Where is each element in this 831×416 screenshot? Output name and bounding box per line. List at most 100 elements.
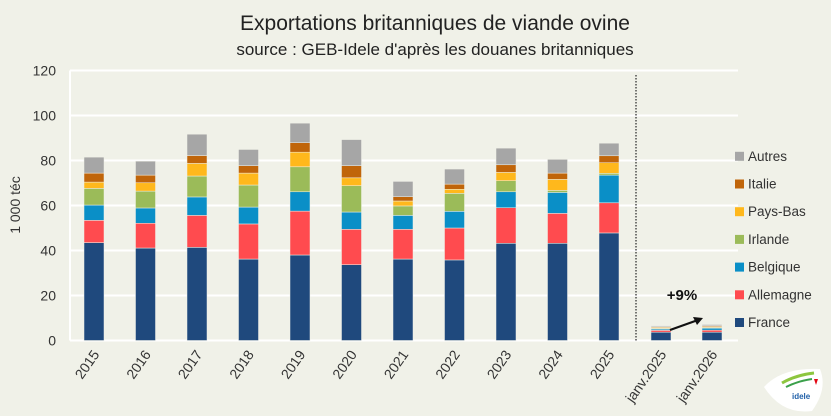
bar-segment-autres-2024 xyxy=(547,159,568,174)
chart-title: Exportations britanniques de viande ovin… xyxy=(240,12,630,35)
bar-segment-autres-janv.2026 xyxy=(701,324,723,326)
bar-segment-italie-2023 xyxy=(495,164,517,173)
bar-segment-pays-bas-2015 xyxy=(83,181,105,189)
bar-segment-france-2016 xyxy=(135,247,156,341)
x-tick-label: 2020 xyxy=(329,347,360,382)
bar-segment-belgique-2019 xyxy=(289,191,311,212)
bar-segment-pays-bas-2020 xyxy=(341,177,362,186)
bar-segment-belgique-2016 xyxy=(135,207,156,224)
bar-segment-belgique-2017 xyxy=(186,196,208,216)
bar-segment-autres-2016 xyxy=(135,160,156,176)
bar-segment-italie-2019 xyxy=(289,142,311,153)
bar-segment-france-2020 xyxy=(341,264,362,341)
bar-segment-allemagne-2016 xyxy=(135,223,156,249)
bar-segment-pays-bas-2022 xyxy=(444,189,465,194)
bar-segment-autres-2017 xyxy=(186,133,208,156)
legend-item-france: France xyxy=(735,315,790,330)
y-tick-label: 80 xyxy=(40,153,56,169)
arrow-head-icon xyxy=(693,317,703,325)
bar-segment-autres-2020 xyxy=(341,139,362,166)
bar-segment-france-2015 xyxy=(83,242,105,341)
bar-segment-pays-bas-2018 xyxy=(238,172,259,186)
bar-segment-autres-janv.2025 xyxy=(650,325,672,328)
legend-label: Italie xyxy=(748,177,777,192)
bar-segment-allemagne-2021 xyxy=(392,229,414,260)
bar-segment-italie-2018 xyxy=(238,165,259,174)
bar-segment-france-janv.2026 xyxy=(701,331,723,341)
x-tick-label: 2016 xyxy=(123,347,154,382)
legend-label: Allemagne xyxy=(748,287,812,302)
x-tick-label: 2015 xyxy=(71,347,102,382)
bar-segment-pays-bas-2016 xyxy=(135,182,156,192)
bar-segment-allemagne-2020 xyxy=(341,229,362,265)
bar-segment-france-2025 xyxy=(598,232,620,341)
idele-logo: idele xyxy=(764,368,823,412)
legend-item-italie: Italie xyxy=(735,177,777,192)
growth-label: +9% xyxy=(667,287,697,304)
legend-swatch xyxy=(735,318,744,327)
legend-item-irlande: Irlande xyxy=(735,232,789,247)
legend-item-belgique: Belgique xyxy=(735,260,801,275)
legend-swatch xyxy=(735,151,744,161)
bar-segment-autres-2022 xyxy=(444,168,465,185)
legend-swatch xyxy=(735,262,744,272)
legend-label: Irlande xyxy=(748,232,789,247)
y-tick-label: 60 xyxy=(40,198,56,214)
growth-arrow xyxy=(669,318,699,332)
legend-item-allemagne: Allemagne xyxy=(735,287,812,302)
bar-segment-autres-2021 xyxy=(392,181,414,197)
bar-segment-allemagne-2024 xyxy=(547,213,568,244)
bar-segment-allemagne-2017 xyxy=(186,215,208,248)
x-tick-label: 2023 xyxy=(483,347,514,382)
bar-segment-irlande-2017 xyxy=(186,175,208,198)
bar-segment-irlande-2021 xyxy=(392,205,414,216)
legend-label: Pays-Bas xyxy=(748,204,806,219)
bar-segment-italie-2015 xyxy=(83,172,105,183)
bar-segment-irlande-2020 xyxy=(341,185,362,213)
logo-text: idele xyxy=(792,392,811,401)
bar-segment-france-2019 xyxy=(289,254,311,341)
x-tick-label: 2024 xyxy=(535,347,566,382)
bar-segment-allemagne-2019 xyxy=(289,210,311,256)
x-tick-label: janv.2026 xyxy=(673,347,721,406)
y-axis-label: 1 000 téc xyxy=(7,176,23,234)
bar-segment-irlande-2018 xyxy=(238,184,259,208)
bar-segment-irlande-2023 xyxy=(495,180,517,193)
bar-segment-autres-2019 xyxy=(289,122,311,143)
bar-segment-autres-2018 xyxy=(238,149,259,166)
bar-segment-belgique-2015 xyxy=(83,204,105,221)
x-tick-label: 2017 xyxy=(174,347,205,382)
bar-segment-allemagne-2022 xyxy=(444,227,465,261)
bar-segment-belgique-janv.2026 xyxy=(701,327,723,331)
bar-segment-pays-bas-2019 xyxy=(289,151,311,168)
bar-segment-italie-2017 xyxy=(186,155,208,164)
legend-swatch xyxy=(735,179,744,189)
bar-segment-pays-bas-2025 xyxy=(598,162,620,174)
bar-segment-allemagne-2018 xyxy=(238,223,259,260)
bar-segment-italie-2020 xyxy=(341,165,362,179)
bar-segment-irlande-2025 xyxy=(598,173,620,176)
x-tick-label: 2025 xyxy=(586,347,617,382)
legend-item-pays-bas: Pays-Bas xyxy=(735,204,806,219)
chart-subtitle: source : GEB-Idele d'après les douanes b… xyxy=(236,40,633,59)
legend-label: Autres xyxy=(748,149,787,164)
y-tick-label: 40 xyxy=(40,243,56,259)
bar-segment-italie-2025 xyxy=(598,155,620,163)
bar-segment-italie-2016 xyxy=(135,174,156,184)
bar-segment-belgique-2024 xyxy=(547,192,568,214)
y-tick-label: 120 xyxy=(33,63,57,79)
bar-segment-autres-2025 xyxy=(598,142,620,157)
bar-segment-allemagne-2025 xyxy=(598,202,620,234)
bar-segment-belgique-2025 xyxy=(598,174,620,204)
legend-label: Belgique xyxy=(748,260,801,275)
x-tick-label: janv.2025 xyxy=(622,347,670,406)
bar-segment-autres-2023 xyxy=(495,147,517,166)
legend-swatch xyxy=(735,207,744,217)
bar-segment-pays-bas-2023 xyxy=(495,172,517,182)
bar-segment-irlande-2022 xyxy=(444,193,465,212)
bar-segment-france-janv.2025 xyxy=(650,331,672,341)
x-tick-label: 2021 xyxy=(380,347,411,382)
bar-segment-pays-bas-2024 xyxy=(547,179,568,191)
bar-segment-italie-2024 xyxy=(547,172,568,180)
